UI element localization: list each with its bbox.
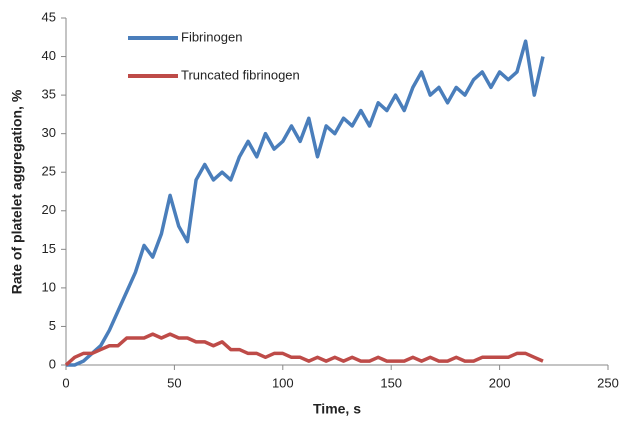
y-tick-label: 0 <box>49 356 56 371</box>
x-axis-title: Time, s <box>313 401 361 417</box>
x-tick-label: 50 <box>167 375 181 390</box>
y-tick-label: 10 <box>42 279 56 294</box>
data-line <box>64 332 544 367</box>
data-line <box>66 39 545 367</box>
y-tick-label: 15 <box>42 241 56 256</box>
y-axis-title: Rate of platelet aggregation, % <box>9 89 25 294</box>
legend-label: Truncated fibrinogen <box>181 67 300 82</box>
y-tick-label: 35 <box>42 87 56 102</box>
x-tick-label: 250 <box>597 375 619 390</box>
y-tick-label: 45 <box>42 9 56 24</box>
y-tick-label: 5 <box>49 318 56 333</box>
y-tick-label: 30 <box>42 125 56 140</box>
x-tick-label: 0 <box>62 375 69 390</box>
y-tick-label: 40 <box>42 48 56 63</box>
x-tick-label: 200 <box>489 375 511 390</box>
y-tick-label: 25 <box>42 164 56 179</box>
x-tick-label: 100 <box>272 375 294 390</box>
y-tick-label: 20 <box>42 202 56 217</box>
x-tick-label: 150 <box>380 375 402 390</box>
legend-label: Fibrinogen <box>181 29 242 44</box>
